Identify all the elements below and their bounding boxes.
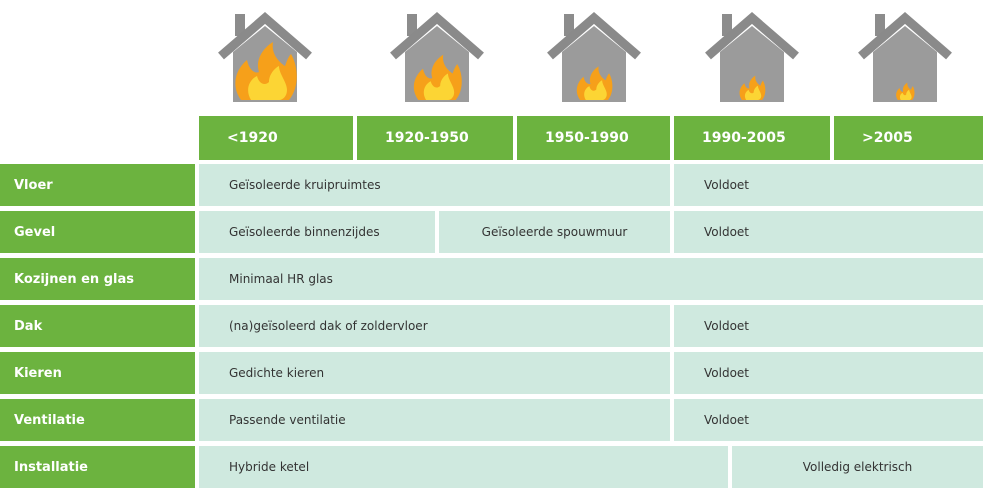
house bbox=[390, 12, 484, 102]
table-cell: Voldoet bbox=[674, 399, 983, 441]
table-cell: Passende ventilatie bbox=[199, 399, 670, 441]
period-header: >2005 bbox=[834, 116, 983, 160]
flame bbox=[235, 42, 297, 100]
table-cell: Hybride ketel bbox=[199, 446, 728, 488]
roof bbox=[547, 12, 641, 60]
period-header: <1920 bbox=[199, 116, 353, 160]
chimney bbox=[875, 14, 885, 36]
flame bbox=[413, 54, 462, 100]
flame-inner bbox=[744, 85, 762, 100]
row-label: Vloer bbox=[0, 164, 195, 206]
flame-inner bbox=[584, 80, 607, 100]
table-cell: (na)geïsoleerd dak of zoldervloer bbox=[199, 305, 670, 347]
row-label: Installatie bbox=[0, 446, 195, 488]
chimney bbox=[564, 14, 574, 36]
flame bbox=[739, 75, 766, 100]
house bbox=[705, 12, 799, 102]
row-label: Dak bbox=[0, 305, 195, 347]
period-header: 1990-2005 bbox=[674, 116, 830, 160]
flame bbox=[576, 66, 613, 100]
row-label: Kieren bbox=[0, 352, 195, 394]
roof bbox=[218, 12, 312, 60]
roof bbox=[705, 12, 799, 60]
house bbox=[858, 12, 952, 102]
table-cell: Voldoet bbox=[674, 211, 983, 253]
roof bbox=[390, 12, 484, 60]
house-body bbox=[720, 26, 784, 102]
flame-inner bbox=[899, 89, 912, 100]
house bbox=[547, 12, 641, 102]
chimney bbox=[407, 14, 417, 36]
row-label: Gevel bbox=[0, 211, 195, 253]
chimney bbox=[235, 14, 245, 36]
period-header: 1950-1990 bbox=[517, 116, 670, 160]
table-cell: Geïsoleerde kruipruimtes bbox=[199, 164, 670, 206]
roof bbox=[858, 12, 952, 60]
period-header: 1920-1950 bbox=[357, 116, 513, 160]
house-body bbox=[873, 26, 937, 102]
table-cell: Gedichte kieren bbox=[199, 352, 670, 394]
table-cell: Voldoet bbox=[674, 352, 983, 394]
table-cell: Voldoet bbox=[674, 164, 983, 206]
table-cell: Minimaal HR glas bbox=[199, 258, 983, 300]
chimney bbox=[722, 14, 732, 36]
house bbox=[218, 12, 312, 102]
flame-inner bbox=[423, 73, 455, 100]
table-cell: Voldoet bbox=[674, 305, 983, 347]
table-cell: Volledig elektrisch bbox=[732, 446, 983, 488]
flame bbox=[896, 82, 915, 100]
flame-inner bbox=[248, 66, 287, 100]
table-cell: Geïsoleerde spouwmuur bbox=[439, 211, 670, 253]
row-label: Ventilatie bbox=[0, 399, 195, 441]
table-cell: Geïsoleerde binnenzijdes bbox=[199, 211, 435, 253]
house-icons bbox=[218, 12, 952, 102]
row-label: Kozijnen en glas bbox=[0, 258, 195, 300]
